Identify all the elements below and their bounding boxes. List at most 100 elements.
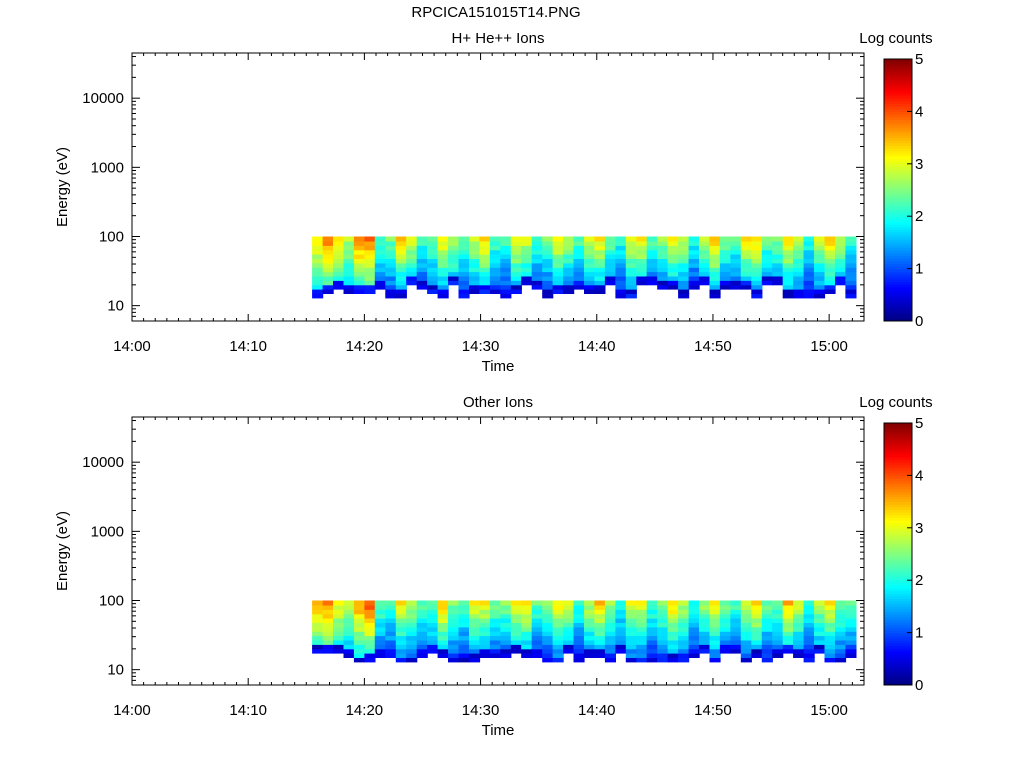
x-tick-label: 14:20 xyxy=(346,338,384,355)
heatmap-cell xyxy=(636,262,648,268)
colorbar-segment xyxy=(884,459,912,463)
heatmap-cell xyxy=(604,648,616,654)
heatmap-cell xyxy=(835,267,847,273)
heatmap-cell xyxy=(510,258,522,264)
colorbar-tick-label: 3 xyxy=(915,520,923,537)
heatmap-cell xyxy=(322,258,334,264)
heatmap-cell xyxy=(657,267,669,273)
colorbar-segment xyxy=(884,501,912,505)
heatmap-cell xyxy=(489,622,501,628)
heatmap-cell xyxy=(793,622,805,628)
colorbar-segment xyxy=(884,645,912,649)
heatmap-cell xyxy=(573,254,585,259)
heatmap-cell xyxy=(500,631,512,637)
heatmap-cell xyxy=(322,600,334,606)
heatmap-cell xyxy=(563,648,575,654)
heatmap-cell xyxy=(636,639,648,645)
heatmap-cell xyxy=(740,271,752,277)
heatmap-cell xyxy=(594,249,606,255)
heatmap-cell xyxy=(333,622,345,628)
heatmap-cell xyxy=(594,639,606,645)
heatmap-cell xyxy=(374,236,386,242)
heatmap-cell xyxy=(385,622,397,628)
heatmap-cell xyxy=(761,657,773,663)
x-tick-label: 14:40 xyxy=(578,702,616,719)
heatmap-cell xyxy=(782,613,794,619)
heatmap-cell xyxy=(824,609,836,615)
heatmap-cell xyxy=(531,284,543,290)
heatmap-cell xyxy=(416,631,428,637)
heatmap-cell xyxy=(845,600,857,606)
heatmap-cell xyxy=(448,271,460,277)
heatmap-cell xyxy=(489,631,501,637)
heatmap-cell xyxy=(343,631,355,637)
heatmap-cell xyxy=(594,604,606,610)
heatmap-cell xyxy=(521,271,533,277)
heatmap-cell xyxy=(437,275,449,281)
heatmap-cell xyxy=(751,275,763,281)
heatmap-cell xyxy=(521,258,533,264)
heatmap-cell xyxy=(312,626,324,632)
heatmap-cell xyxy=(312,613,324,619)
heatmap-cell xyxy=(416,622,428,628)
heatmap-cell xyxy=(657,644,669,650)
heatmap-cell xyxy=(458,622,470,628)
heatmap-cell xyxy=(657,254,669,259)
colorbar-segment xyxy=(884,79,912,84)
heatmap-cell xyxy=(312,648,324,654)
heatmap-cell xyxy=(531,648,543,654)
heatmap-cell xyxy=(615,604,627,610)
heatmap-cell xyxy=(667,600,679,606)
heatmap-cell xyxy=(510,271,522,277)
colorbar-segment xyxy=(884,268,912,272)
heatmap-cell xyxy=(364,262,376,268)
heatmap-cell xyxy=(709,249,721,255)
heatmap-cell xyxy=(782,631,794,637)
heatmap-cell xyxy=(343,267,355,273)
heatmap-cell xyxy=(646,644,658,650)
colorbar-segment xyxy=(884,234,912,238)
x-tick-label: 14:10 xyxy=(229,702,267,719)
heatmap-cell xyxy=(500,240,512,246)
heatmap-cell xyxy=(730,258,742,264)
heatmap-cell xyxy=(646,280,658,286)
heatmap-cell xyxy=(772,240,784,246)
heatmap-cell xyxy=(657,622,669,628)
colorbar-segment xyxy=(884,679,912,683)
heatmap-cell xyxy=(385,245,397,251)
heatmap-cell xyxy=(636,240,648,246)
heatmap-cell xyxy=(688,613,700,619)
heatmap-cell xyxy=(625,240,637,246)
colorbar-segment xyxy=(884,313,912,317)
heatmap-cell xyxy=(719,639,731,645)
heatmap-cell xyxy=(772,600,784,606)
heatmap-cell xyxy=(333,245,345,251)
colorbar-segment xyxy=(884,129,912,133)
heatmap-cell xyxy=(416,635,428,641)
heatmap-cell xyxy=(793,293,805,299)
heatmap-cell xyxy=(552,604,564,610)
heatmap-cell xyxy=(458,618,470,623)
heatmap-cell xyxy=(814,289,826,294)
colorbar-tick-label: 5 xyxy=(915,415,923,432)
colorbar-segment xyxy=(884,519,912,524)
heatmap-cell xyxy=(584,639,596,645)
heatmap-cell xyxy=(688,626,700,632)
heatmap-cell xyxy=(719,626,731,632)
heatmap-cell xyxy=(469,262,481,268)
heatmap-cell xyxy=(709,653,721,658)
heatmap-cell xyxy=(709,284,721,290)
heatmap-cell xyxy=(772,613,784,619)
heatmap-cell xyxy=(772,258,784,264)
heatmap-cell xyxy=(719,240,731,246)
heatmap-cell xyxy=(803,604,815,610)
heatmap-cell xyxy=(479,267,491,273)
heatmap-cell xyxy=(615,280,627,286)
colorbar-segment xyxy=(884,609,912,613)
heatmap-cell xyxy=(416,249,428,255)
colorbar-segment xyxy=(884,627,912,631)
heatmap-cell xyxy=(761,618,773,623)
heatmap-cell xyxy=(395,249,407,255)
heatmap-cell xyxy=(709,254,721,259)
heatmap-cell xyxy=(751,267,763,273)
